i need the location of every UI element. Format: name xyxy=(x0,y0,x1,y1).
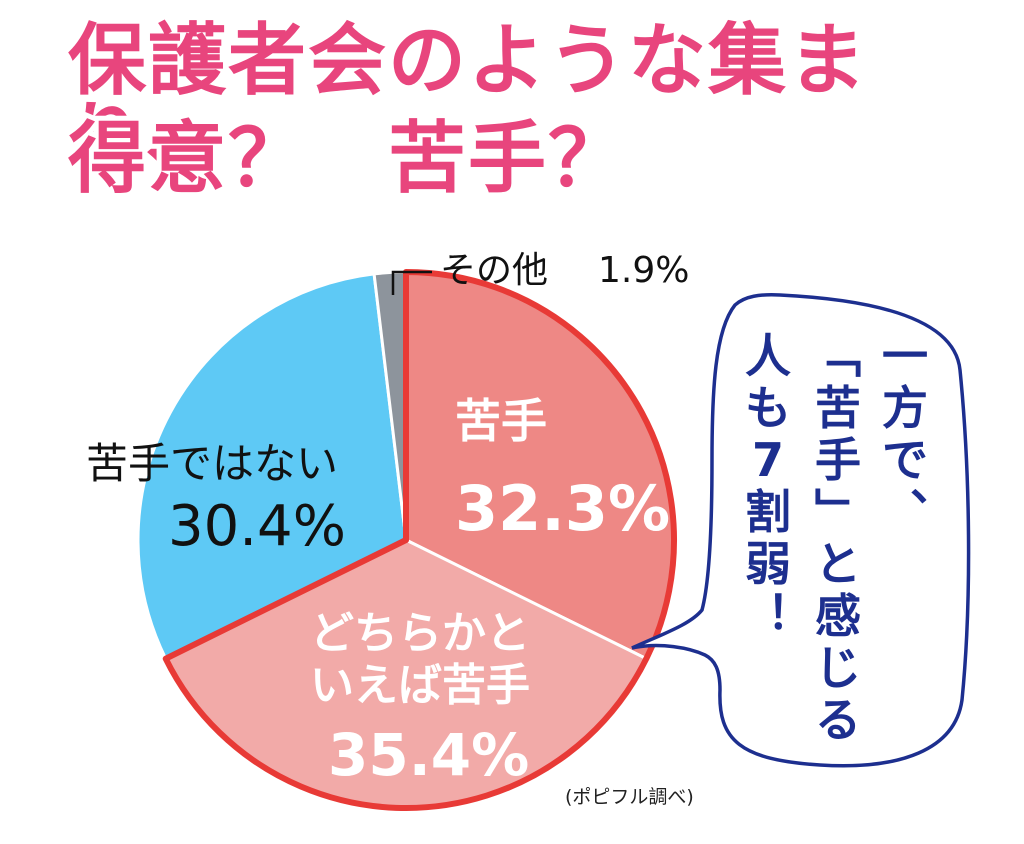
callout-char: 手 xyxy=(815,433,861,487)
slice-value-nigate: 32.3% xyxy=(455,472,670,545)
callout-char: で xyxy=(882,433,928,487)
other-leader-line xyxy=(391,270,432,295)
callout-char: ︑ xyxy=(882,485,928,539)
callout-char: じ xyxy=(815,641,861,695)
chart-title-line-1: 保護者会のような集まり、 xyxy=(63,16,871,184)
callout-char: ︕ xyxy=(745,589,791,643)
callout-char: 人 xyxy=(745,329,791,383)
callout-char: も xyxy=(745,381,791,435)
callout-char: 7 xyxy=(752,433,784,487)
callout-char: ﹁ xyxy=(815,329,861,383)
source-note: (ポピフル調べ) xyxy=(565,786,694,808)
callout-char: 弱 xyxy=(745,537,791,591)
slice-label-dochiraka-line-1: どちらかと xyxy=(310,608,530,659)
slice-label-sonota: その他 xyxy=(440,250,548,291)
chart-title-line-2: 得意？ 苦手？ xyxy=(63,114,631,204)
callout-char: 割 xyxy=(745,485,791,539)
slice-label-dochiraka-line-2: いえば苦手 xyxy=(310,660,530,711)
callout-char: 感 xyxy=(815,589,861,643)
callout-char: 一 xyxy=(882,329,928,383)
speech-bubble xyxy=(631,293,971,768)
highlight-border xyxy=(162,269,677,811)
slice-label-nigate: 苦手 xyxy=(455,394,547,448)
callout-char: 方 xyxy=(882,381,928,435)
slice-value-dochiraka: 35.4% xyxy=(328,721,529,789)
slice-label-nigate-dewanai: 苦手ではない xyxy=(86,439,338,488)
callout-char: ﹂ xyxy=(815,485,861,539)
slice-nigate-dewanai xyxy=(136,272,408,661)
callout-char: る xyxy=(815,693,861,747)
callout-char: 苦 xyxy=(815,381,861,435)
callout-char: と xyxy=(815,537,861,591)
slice-value-sonota: 1.9% xyxy=(598,250,689,291)
slice-value-nigate-dewanai: 30.4% xyxy=(168,494,346,559)
